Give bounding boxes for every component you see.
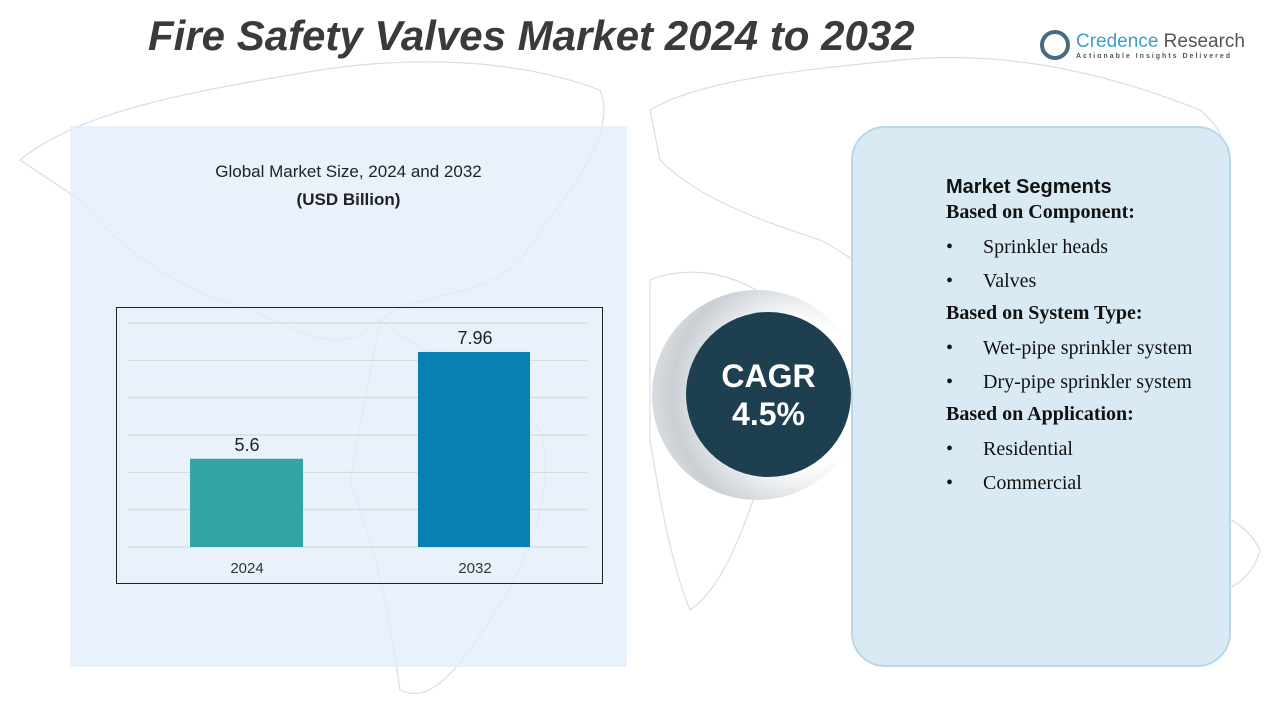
segment-item-label: Residential xyxy=(983,438,1073,460)
market-segments: Market Segments Based on Component: • Spri… xyxy=(946,176,1222,504)
credence-research-logo: Credence Research Actionable Insights De… xyxy=(1040,30,1245,60)
segment-item: • Sprinkler heads xyxy=(946,234,1222,260)
segment-item-label: Wet-pipe sprinkler system xyxy=(983,337,1193,359)
data-label: 7.96 xyxy=(457,328,492,348)
segment-item: • Residential xyxy=(946,436,1222,462)
segment-list: • Wet-pipe sprinkler system • Dry-pipe spri… xyxy=(946,335,1222,395)
cagr-label: CAGR xyxy=(721,357,816,394)
bar-2032 xyxy=(418,351,530,547)
page-title: Fire Safety Valves Market 2024 to 2032 xyxy=(148,12,915,59)
data-label: 5.6 xyxy=(234,435,259,455)
bullet-icon: • xyxy=(946,438,954,460)
bar-chart: 5.6 2024 7.96 2032 xyxy=(116,307,603,584)
bullet-icon: • xyxy=(946,337,954,359)
logo-chart-icon xyxy=(1040,30,1070,60)
segment-group-title: Based on Application: xyxy=(946,403,1134,425)
segment-item: • Commercial xyxy=(946,470,1222,496)
logo-tagline: Actionable Insights Delivered xyxy=(1076,52,1233,60)
cagr-badge: CAGR 4.5% xyxy=(686,312,851,477)
logo-name-b: Research xyxy=(1163,30,1245,52)
segment-item: • Wet-pipe sprinkler system xyxy=(946,335,1222,361)
segment-item-label: Dry-pipe sprinkler system xyxy=(983,371,1192,393)
segment-item: • Valves xyxy=(946,268,1222,294)
segment-group-title: Based on Component: xyxy=(946,201,1135,223)
segment-group-title: Based on System Type: xyxy=(946,302,1143,324)
logo-name-a: Credence xyxy=(1076,30,1159,52)
x-tick-label: 2032 xyxy=(458,560,491,577)
bar-2024 xyxy=(190,458,303,547)
bar-chart-svg: 5.6 2024 7.96 2032 xyxy=(127,322,587,577)
chart-unit: (USD Billion) xyxy=(296,190,401,209)
segment-item-label: Sprinkler heads xyxy=(983,236,1108,258)
bullet-icon: • xyxy=(946,236,954,258)
bullet-icon: • xyxy=(946,371,954,393)
segment-list: • Sprinkler heads • Valves xyxy=(946,234,1222,294)
segment-item-label: Commercial xyxy=(983,472,1082,494)
bullet-icon: • xyxy=(946,472,954,494)
segment-list: • Residential • Commercial xyxy=(946,436,1222,496)
x-tick-label: 2024 xyxy=(230,560,263,577)
chart-title: Global Market Size, 2024 and 2032 xyxy=(215,162,482,181)
cagr-value: 4.5% xyxy=(732,395,805,432)
segments-heading: Market Segments xyxy=(946,176,1112,198)
segment-item-label: Valves xyxy=(983,270,1037,292)
segments-panel xyxy=(851,126,1231,667)
segment-item: • Dry-pipe sprinkler system xyxy=(946,369,1222,395)
market-size-panel: Global Market Size, 2024 and 2032 (USD B… xyxy=(70,126,627,667)
bullet-icon: • xyxy=(946,270,954,292)
